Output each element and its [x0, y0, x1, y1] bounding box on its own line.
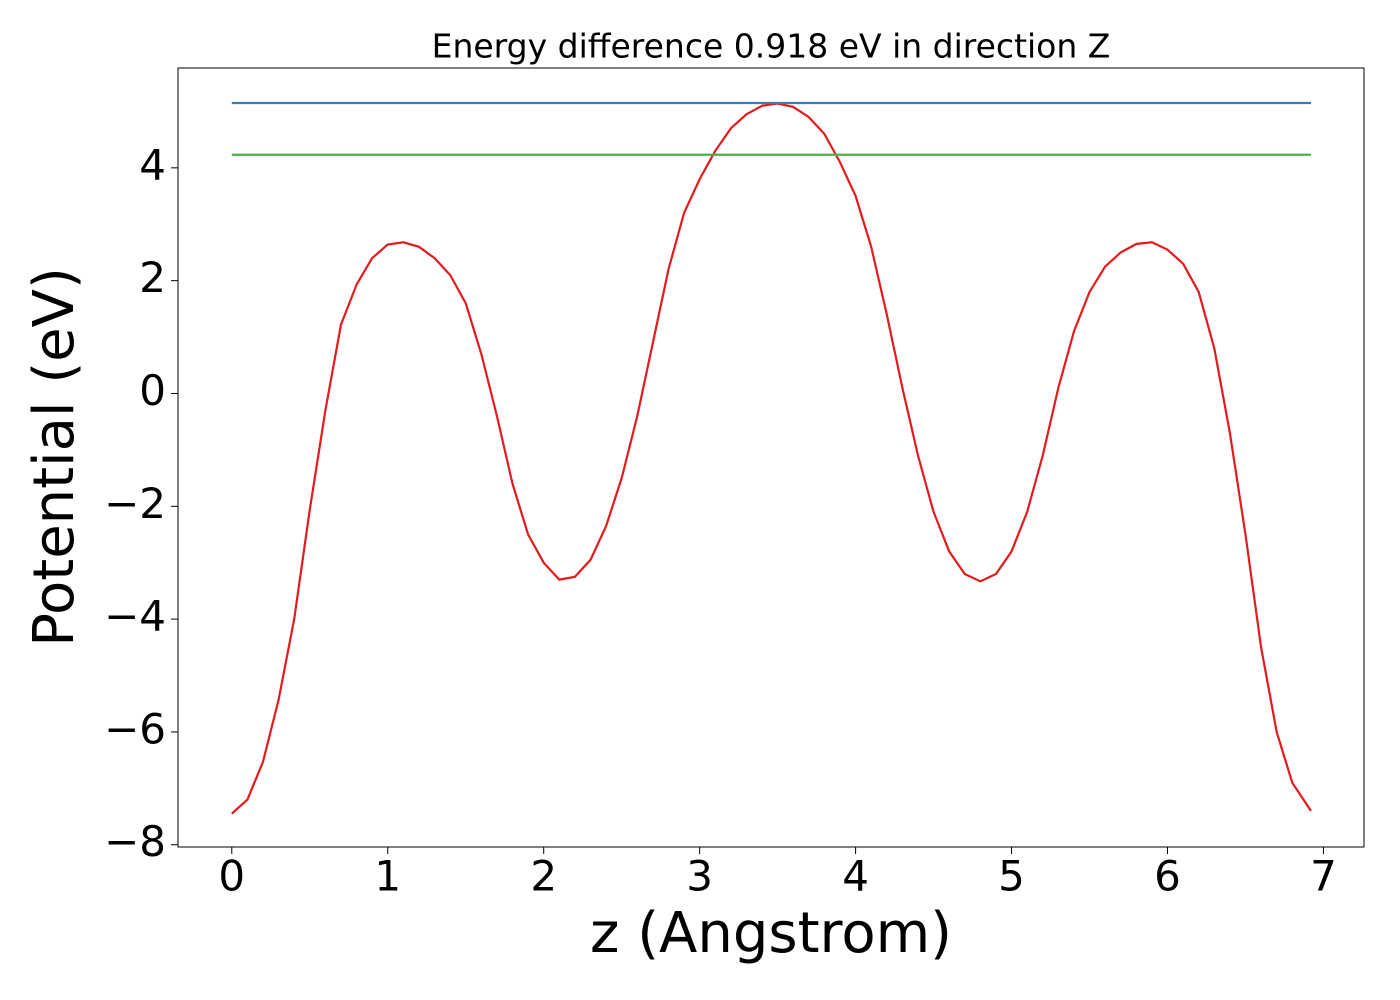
- x-tick-label: 4: [842, 852, 869, 901]
- x-tick-label: 1: [374, 852, 401, 901]
- x-tick-label: 3: [686, 852, 713, 901]
- y-tick-label: −4: [104, 592, 166, 641]
- plot-frame: [177, 67, 1365, 848]
- y-tick-label: −8: [104, 817, 166, 866]
- y-tick-label: 2: [139, 253, 166, 302]
- x-tick-label: 7: [1310, 852, 1337, 901]
- x-tick-label: 5: [998, 852, 1025, 901]
- y-tick-label: 4: [139, 140, 166, 189]
- chart-title: Energy difference 0.918 eV in direction …: [432, 27, 1111, 66]
- x-tick-label: 6: [1154, 852, 1181, 901]
- y-tick-label: −2: [104, 479, 166, 528]
- y-axis-label: Potential (eV): [22, 267, 87, 647]
- x-axis-label: z (Angstrom): [590, 901, 952, 966]
- x-tick-label: 0: [218, 852, 245, 901]
- series-line: [231, 102, 1312, 815]
- y-tick-label: 0: [139, 366, 166, 415]
- x-tick-label: 2: [530, 852, 557, 901]
- y-tick-label: −6: [104, 704, 166, 753]
